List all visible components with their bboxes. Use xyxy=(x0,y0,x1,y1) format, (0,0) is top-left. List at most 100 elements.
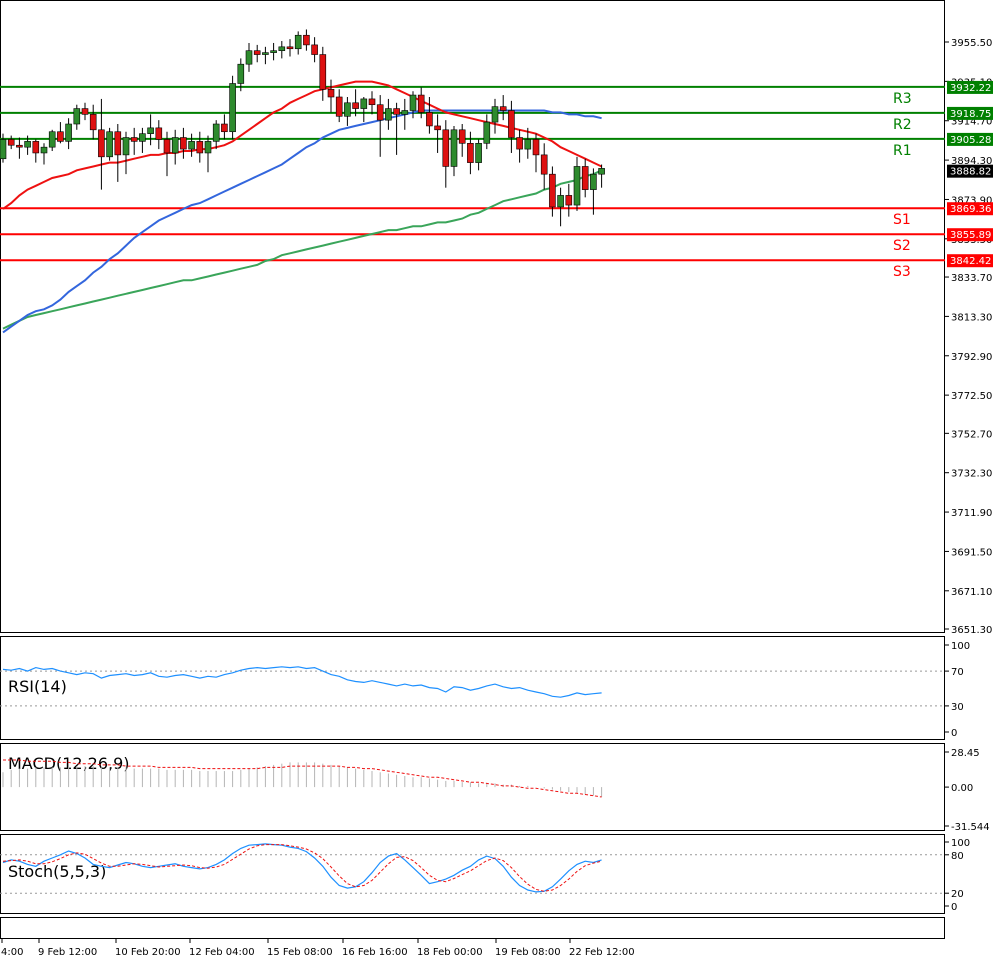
time-tick-label: 19 Feb 08:00 xyxy=(495,947,561,958)
candle-body xyxy=(65,123,72,142)
level-tags: 3932.22 3918.75 3905.28 3869.36 3855.89 3842.… xyxy=(947,80,993,268)
level-tag-box xyxy=(947,202,993,216)
rsi-line xyxy=(2,666,602,698)
time-tick-label: 9 Feb 12:00 xyxy=(38,947,97,958)
candle-body xyxy=(237,63,245,84)
candle-body xyxy=(286,46,294,50)
candle-body xyxy=(549,173,556,208)
macd-tick-label: -31.544 xyxy=(951,822,990,833)
candle-body xyxy=(458,129,466,144)
level-name-r1: R1 xyxy=(893,143,912,159)
panel-frame xyxy=(0,834,945,914)
time-tick-label: 22 Feb 12:00 xyxy=(569,947,635,958)
macd-tick-label: 0.00 xyxy=(951,783,973,794)
candle-body xyxy=(245,50,253,65)
time-tick-label: 15 Feb 08:00 xyxy=(267,947,333,958)
candle-body xyxy=(270,50,277,53)
price-tick-label: 3651.30 xyxy=(951,625,992,636)
time-tick-label: 4:00 xyxy=(1,947,23,958)
price-tick-label: 3732.30 xyxy=(951,469,992,480)
candle-body xyxy=(180,137,187,150)
candle-body xyxy=(48,131,56,148)
level-tag-value: 3905.28 xyxy=(950,135,991,146)
candle-body xyxy=(0,139,7,160)
stoch-tick-label: 20 xyxy=(951,889,964,900)
rsi-tick-label: 70 xyxy=(951,667,964,678)
level-name-r2: R2 xyxy=(893,117,912,133)
stoch-tick-label: 100 xyxy=(951,838,970,849)
candles xyxy=(0,29,605,227)
candle-body xyxy=(385,108,392,121)
candle-body xyxy=(499,106,507,111)
price-tick-label: 3772.50 xyxy=(951,391,992,402)
candle-body xyxy=(24,141,31,148)
ma-fast-line xyxy=(2,80,603,210)
candle-body xyxy=(196,141,204,154)
time-axis: 4:00 9 Feb 12:00 10 Feb 20:00 12 Feb 04:00 1… xyxy=(1,939,635,958)
candle-body xyxy=(467,143,474,163)
candle-body xyxy=(73,108,81,125)
candle-body xyxy=(89,114,97,131)
price-tick-label: 3792.90 xyxy=(951,352,992,363)
candle-body xyxy=(368,98,376,106)
price-tick-label: 3671.10 xyxy=(951,587,992,598)
candle-body xyxy=(344,102,351,117)
candle-body xyxy=(139,133,146,142)
stoch-k-line xyxy=(2,843,602,893)
candle-body xyxy=(573,166,581,206)
level-tag-value: 3932.22 xyxy=(950,83,991,94)
candle-body xyxy=(565,195,573,206)
panel-frame xyxy=(0,0,945,633)
macd-signal-line xyxy=(3,759,602,798)
candle-body xyxy=(524,139,532,150)
candle-body xyxy=(401,110,409,115)
candle-body xyxy=(475,143,482,163)
current-price-box xyxy=(947,164,993,178)
candle-body xyxy=(409,94,417,111)
candle-body xyxy=(598,168,605,175)
candle-body xyxy=(516,137,523,150)
price-tick-label: 3711.90 xyxy=(951,508,992,519)
level-name-s3: S3 xyxy=(893,264,911,280)
candle-body xyxy=(278,46,286,51)
candle-body xyxy=(81,108,89,115)
candle-body xyxy=(262,52,269,55)
price-tick-label: 3914.70 xyxy=(951,117,992,128)
candle-body xyxy=(204,141,212,154)
price-tick-label: 3873.90 xyxy=(951,195,992,206)
candle-body xyxy=(581,166,589,190)
rsi-panel: RSI(14) 100 70 30 0 xyxy=(0,641,970,739)
macd-panel: MACD(12,26,9) 28.45 0.00 -31.544 xyxy=(2,748,990,833)
candle-body xyxy=(98,129,105,158)
candle-body xyxy=(491,106,499,123)
candle-body xyxy=(532,139,540,156)
price-tick-label: 3691.50 xyxy=(951,547,992,558)
candle-body xyxy=(57,131,64,142)
candle-body xyxy=(114,131,122,156)
candle-body xyxy=(393,108,400,115)
candle-body xyxy=(508,110,515,138)
pivot-levels: R3 R2 R1 S1 S2 S3 xyxy=(0,85,945,280)
level-name-r3: R3 xyxy=(893,91,912,107)
rsi-tick-label: 30 xyxy=(951,702,964,713)
candle-body xyxy=(360,98,368,109)
price-tick-label: 3955.50 xyxy=(951,38,992,49)
candle-body xyxy=(229,83,236,133)
level-tag-value: 3855.89 xyxy=(950,230,991,241)
candle-body xyxy=(557,195,564,208)
ma-slow-line xyxy=(2,169,603,330)
panel-frame xyxy=(0,743,945,831)
candle-body xyxy=(155,127,163,140)
level-tag-box xyxy=(947,106,993,120)
candle-body xyxy=(294,34,302,50)
candle-body xyxy=(450,129,458,167)
candle-body xyxy=(335,96,343,117)
candle-body xyxy=(352,102,359,109)
rsi-tick-label: 100 xyxy=(951,641,970,652)
candle-body xyxy=(163,139,171,154)
time-tick-label: 10 Feb 20:00 xyxy=(115,947,181,958)
price-tick-label: 3894.30 xyxy=(951,156,992,167)
macd-tick-label: 28.45 xyxy=(951,748,980,759)
